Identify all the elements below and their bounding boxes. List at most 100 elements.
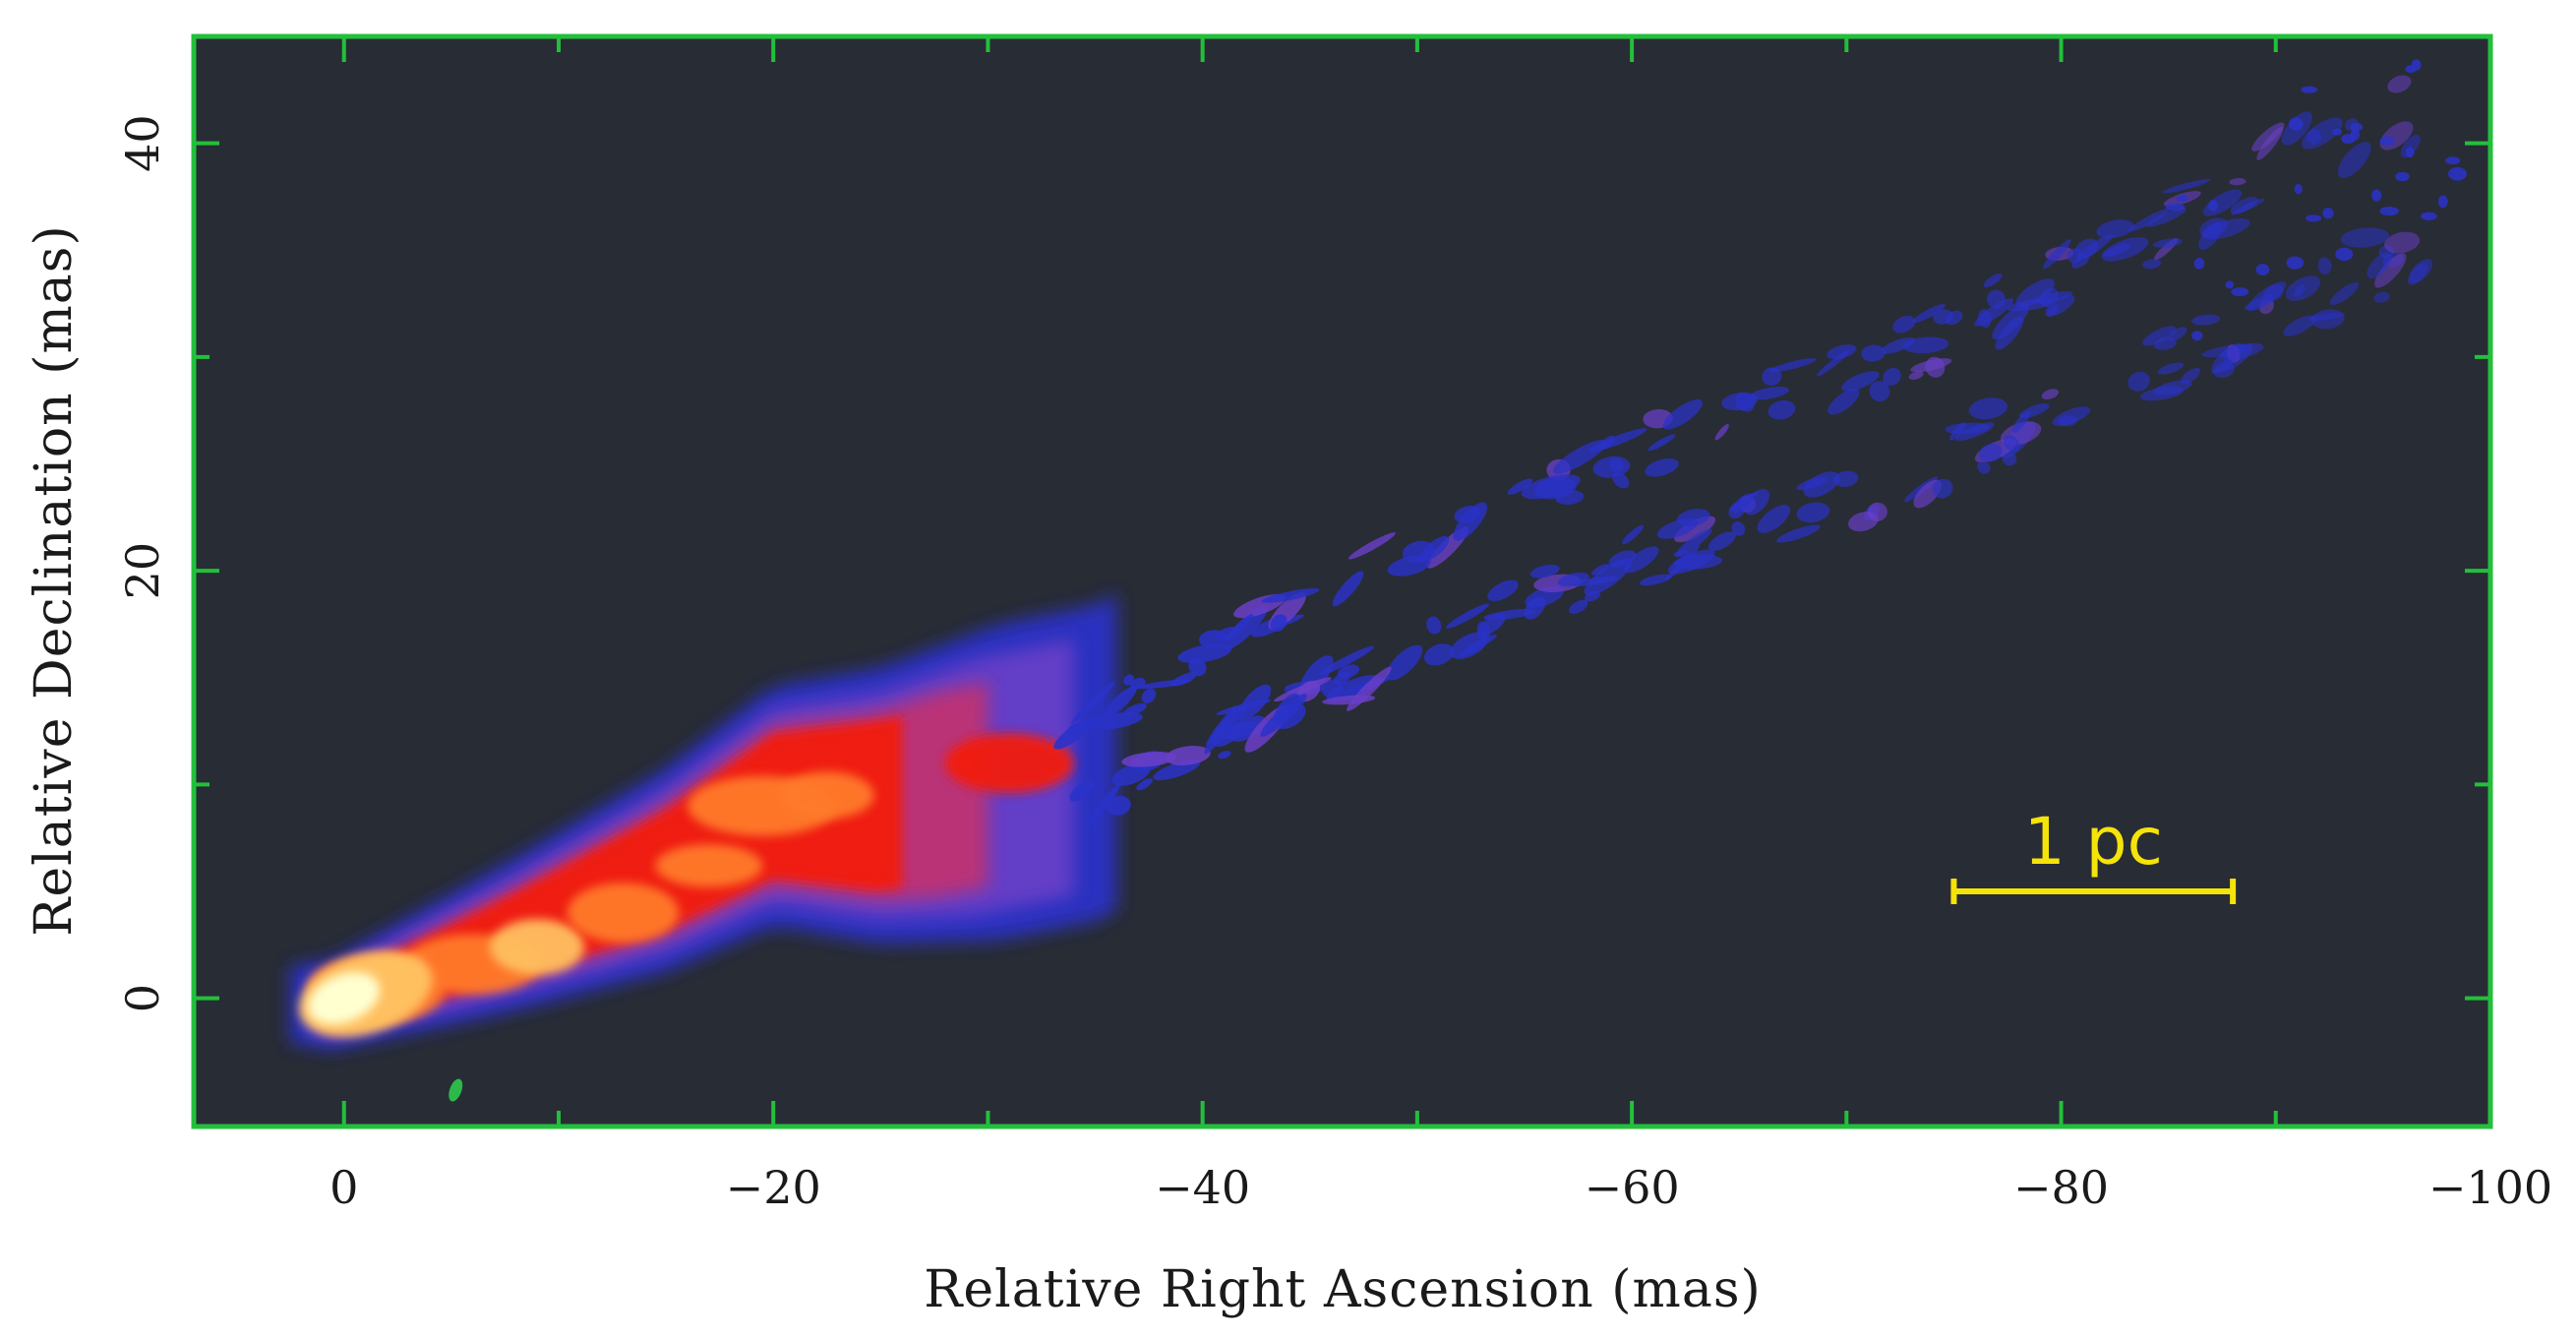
jet-diffuse-blob bbox=[1121, 751, 1176, 767]
jet-diffuse-blob bbox=[1454, 505, 1481, 523]
jet-diffuse-blob bbox=[1177, 643, 1232, 663]
jet-diffuse-blob bbox=[1728, 491, 1759, 512]
jet-diffuse-blob bbox=[1647, 434, 1676, 452]
jet-diffuse-blob bbox=[2015, 278, 2055, 308]
jet-diffuse-blob bbox=[2157, 362, 2185, 375]
y-tick-label-group-0: 0 bbox=[116, 984, 169, 1012]
jet-diffuse-blob bbox=[1260, 694, 1307, 737]
jet-faint-speck bbox=[2286, 256, 2305, 270]
jet-diffuse-blob bbox=[1744, 488, 1770, 516]
jet-diffuse-blob bbox=[1590, 564, 1609, 576]
x-tick-label--60: −60 bbox=[1585, 1161, 1680, 1214]
jet-diffuse-blob bbox=[1995, 316, 2024, 350]
plot-frame bbox=[191, 33, 2493, 1129]
jet-diffuse-blob bbox=[2153, 336, 2177, 350]
jet-diffuse-blob bbox=[1749, 387, 1790, 400]
jet-diffuse-blob bbox=[1261, 588, 1320, 603]
jet-faint-speck bbox=[2445, 156, 2461, 165]
jet-diffuse-blob bbox=[2283, 315, 2316, 336]
jet-diffuse-blob bbox=[1321, 679, 1344, 699]
jet-diffuse-blob bbox=[1714, 423, 1729, 441]
jet-diffuse-blob bbox=[2191, 314, 2221, 326]
jet-diffuse-blob bbox=[1757, 505, 1791, 533]
jet-diffuse-blob bbox=[1529, 564, 1560, 579]
jet-diffuse-blob bbox=[2146, 208, 2187, 227]
jet-diffuse-blob bbox=[1645, 458, 1679, 477]
x-tick-label--100: −100 bbox=[2428, 1161, 2552, 1214]
jet-diffuse-blob bbox=[1735, 393, 1755, 412]
jet-diffuse-blob bbox=[1983, 273, 2003, 288]
jet-diffuse-blob bbox=[1827, 389, 1860, 415]
jet-diffuse-blob bbox=[1450, 632, 1488, 660]
jet-faint-speck bbox=[2208, 200, 2219, 212]
jet-diffuse-blob bbox=[1910, 358, 1952, 373]
jet-diffuse-blob bbox=[2074, 238, 2099, 259]
radio-jet-emission bbox=[290, 59, 2467, 1102]
jet-diffuse-blob bbox=[2153, 238, 2183, 248]
x-tick-label-0: 0 bbox=[329, 1161, 358, 1214]
scale-bar: 1 pc bbox=[1950, 804, 2237, 905]
jet-diffuse-blob bbox=[2101, 237, 2149, 262]
jet-diffuse-blob bbox=[2340, 227, 2390, 248]
jet-diffuse-blob bbox=[1731, 520, 1746, 536]
jet-diffuse-blob bbox=[2231, 198, 2265, 215]
jet-diffuse-blob bbox=[1170, 672, 1198, 687]
jet-diffuse-blob bbox=[1507, 478, 1533, 495]
jet-diffuse-blob bbox=[1426, 616, 1442, 635]
jet-diffuse-blob bbox=[1848, 511, 1879, 532]
y-tick-label-40: 40 bbox=[116, 114, 169, 172]
jet-diffuse-blob bbox=[1083, 782, 1121, 831]
jet-faint-speck bbox=[2379, 136, 2395, 146]
jet-diffuse-blob bbox=[1883, 367, 1901, 387]
jet-faint-speck bbox=[2255, 264, 2270, 276]
jet-diffuse-blob bbox=[1662, 399, 1704, 430]
jet-diffuse-blob bbox=[2096, 219, 2134, 239]
jet-diffuse-blob bbox=[1067, 723, 1081, 735]
jet-diffuse-blob bbox=[2306, 129, 2322, 145]
jet-diffuse-blob bbox=[1869, 381, 1890, 402]
jet-diffuse-blob bbox=[2007, 298, 2054, 312]
jet-diffuse-blob bbox=[1198, 630, 1228, 648]
jet-diffuse-blob bbox=[2198, 221, 2223, 251]
jet-diffuse-blob bbox=[2408, 262, 2428, 285]
jet-diffuse-blob bbox=[1419, 535, 1450, 562]
jet-diffuse-blob bbox=[1861, 344, 1886, 362]
jet-diffuse-blob bbox=[1840, 371, 1880, 392]
jet-diffuse-blob bbox=[2308, 312, 2345, 321]
jet-faint-speck bbox=[2379, 206, 2399, 216]
jet-diffuse-blob bbox=[2168, 327, 2187, 341]
y-tick-label-0: 0 bbox=[116, 984, 169, 1012]
jet-diffuse-blob bbox=[1165, 746, 1211, 765]
jet-diffuse-blob bbox=[1968, 397, 2008, 420]
jet-diffuse-blob bbox=[1332, 571, 1364, 607]
jet-knot-6 bbox=[944, 733, 1074, 794]
jet-diffuse-blob bbox=[1348, 532, 1396, 560]
jet-diffuse-blob bbox=[1827, 344, 1857, 360]
jet-diffuse-blob bbox=[2003, 435, 2020, 452]
jet-diffuse-blob bbox=[1585, 590, 1601, 602]
jet-diffuse-blob bbox=[2047, 304, 2059, 317]
jet-diffuse-blob bbox=[1932, 478, 1953, 499]
jet-diffuse-blob bbox=[1707, 531, 1736, 551]
jet-diffuse-blob bbox=[2210, 342, 2244, 374]
jet-diffuse-blob bbox=[1569, 599, 1588, 614]
jet-faint-speck bbox=[2176, 195, 2188, 203]
jet-diffuse-blob bbox=[1238, 684, 1272, 720]
x-axis-title: Relative Right Ascension (mas) bbox=[924, 1260, 1762, 1319]
jet-diffuse-blob bbox=[1104, 686, 1137, 718]
jet-diffuse-blob bbox=[1676, 528, 1712, 556]
jet-diffuse-blob bbox=[2373, 291, 2390, 303]
jet-diffuse-blob bbox=[1592, 456, 1631, 478]
jet-diffuse-blob bbox=[1796, 502, 1830, 523]
jet-diffuse-blob bbox=[2018, 403, 2050, 418]
jet-faint-speck bbox=[2341, 134, 2356, 145]
jet-diffuse-blob bbox=[1069, 778, 1095, 802]
jet-diffuse-blob bbox=[1833, 470, 1859, 488]
jet-faint-speck bbox=[2437, 195, 2448, 209]
jet-diffuse-blob bbox=[1084, 712, 1143, 731]
jet-diffuse-blob bbox=[1977, 460, 1991, 474]
jet-diffuse-blob bbox=[1949, 422, 1966, 441]
jet-faint-speck bbox=[2193, 258, 2205, 270]
jet-diffuse-blob bbox=[2052, 406, 2091, 427]
jet-diffuse-blob bbox=[2041, 389, 2060, 400]
